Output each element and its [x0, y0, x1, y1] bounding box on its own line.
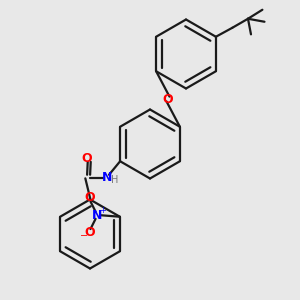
Text: O: O	[85, 226, 95, 239]
Text: −: −	[80, 231, 88, 241]
Text: O: O	[163, 92, 173, 106]
Text: H: H	[111, 175, 119, 185]
Text: +: +	[99, 206, 106, 215]
Text: O: O	[82, 152, 92, 165]
Text: N: N	[92, 209, 103, 222]
Text: O: O	[85, 191, 95, 204]
Text: N: N	[101, 171, 112, 184]
